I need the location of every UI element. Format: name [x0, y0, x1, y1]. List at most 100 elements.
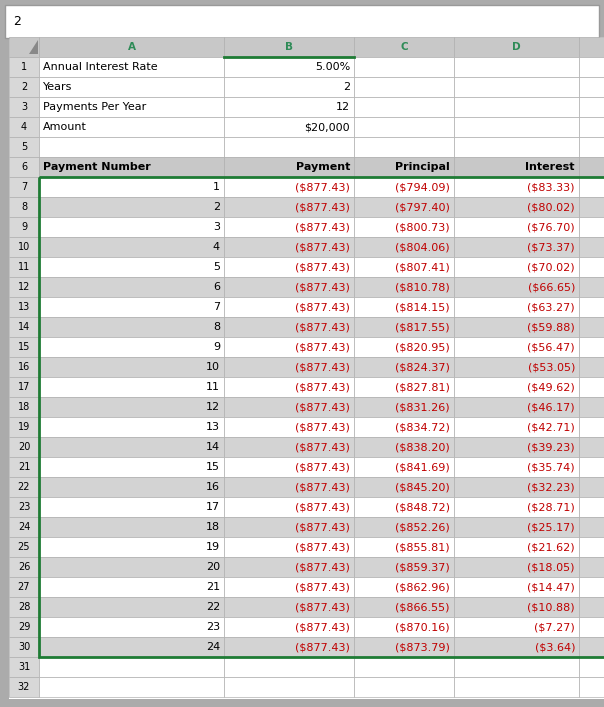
Text: 14: 14: [18, 322, 30, 332]
Text: ($56.47): ($56.47): [527, 342, 575, 352]
Bar: [454, 497, 579, 517]
Bar: [454, 637, 579, 657]
Bar: [39, 77, 224, 97]
Bar: [579, 437, 604, 457]
Text: ($877.43): ($877.43): [295, 222, 350, 232]
Text: ($877.43): ($877.43): [295, 562, 350, 572]
Bar: [354, 397, 454, 417]
Bar: [224, 97, 354, 117]
Bar: [39, 477, 224, 497]
Bar: [354, 597, 454, 617]
Text: ($877.43): ($877.43): [295, 382, 350, 392]
Text: 7: 7: [21, 182, 27, 192]
Bar: [224, 57, 354, 77]
Bar: [354, 57, 454, 77]
Bar: [354, 217, 454, 237]
Bar: [354, 497, 454, 517]
Bar: [354, 97, 454, 117]
Bar: [9, 137, 39, 157]
Text: 23: 23: [18, 502, 30, 512]
Text: ($831.26): ($831.26): [396, 402, 450, 412]
Text: ($10.88): ($10.88): [527, 602, 575, 612]
Bar: [9, 577, 39, 597]
Bar: [579, 337, 604, 357]
Bar: [9, 537, 39, 557]
Text: 8: 8: [213, 322, 220, 332]
Bar: [579, 517, 604, 537]
Bar: [354, 197, 454, 217]
Text: 18: 18: [18, 402, 30, 412]
Bar: [224, 217, 354, 237]
Bar: [9, 337, 39, 357]
Text: ($877.43): ($877.43): [295, 202, 350, 212]
Text: 12: 12: [206, 402, 220, 412]
Text: ($877.43): ($877.43): [295, 622, 350, 632]
Bar: [39, 637, 224, 657]
Text: 17: 17: [18, 382, 30, 392]
Bar: [579, 157, 604, 177]
Bar: [224, 257, 354, 277]
Text: ($877.43): ($877.43): [295, 522, 350, 532]
Text: 16: 16: [206, 482, 220, 492]
Text: 13: 13: [206, 422, 220, 432]
Text: 1: 1: [21, 62, 27, 72]
Bar: [354, 617, 454, 637]
Bar: [39, 217, 224, 237]
Text: ($845.20): ($845.20): [395, 482, 450, 492]
Bar: [454, 437, 579, 457]
Bar: [9, 277, 39, 297]
Text: 16: 16: [18, 362, 30, 372]
Text: Years: Years: [43, 82, 72, 92]
Bar: [454, 517, 579, 537]
Bar: [39, 277, 224, 297]
Bar: [9, 417, 39, 437]
Text: 6: 6: [213, 282, 220, 292]
Bar: [9, 457, 39, 477]
Bar: [579, 357, 604, 377]
Bar: [224, 277, 354, 297]
Bar: [39, 157, 224, 177]
Bar: [39, 177, 604, 657]
Text: ($873.79): ($873.79): [395, 642, 450, 652]
Bar: [454, 537, 579, 557]
Bar: [579, 117, 604, 137]
Text: 32: 32: [18, 682, 30, 692]
Bar: [454, 557, 579, 577]
Bar: [39, 577, 224, 597]
Bar: [9, 397, 39, 417]
Bar: [579, 377, 604, 397]
Text: ($877.43): ($877.43): [295, 342, 350, 352]
Bar: [354, 457, 454, 477]
Text: ($870.16): ($870.16): [396, 622, 450, 632]
Text: 11: 11: [206, 382, 220, 392]
Bar: [454, 457, 579, 477]
Bar: [224, 297, 354, 317]
Text: ($83.33): ($83.33): [527, 182, 575, 192]
Text: 7: 7: [213, 302, 220, 312]
Bar: [224, 437, 354, 457]
Text: Interest: Interest: [525, 162, 575, 172]
Text: 25: 25: [18, 542, 30, 552]
Text: 24: 24: [18, 522, 30, 532]
Bar: [224, 37, 354, 57]
Text: 29: 29: [18, 622, 30, 632]
Bar: [454, 377, 579, 397]
Text: ($53.05): ($53.05): [528, 362, 575, 372]
Bar: [454, 257, 579, 277]
Bar: [579, 277, 604, 297]
Text: 20: 20: [18, 442, 30, 452]
Bar: [9, 157, 39, 177]
Text: 23: 23: [206, 622, 220, 632]
Bar: [579, 657, 604, 677]
Bar: [454, 137, 579, 157]
Bar: [454, 577, 579, 597]
Text: ($877.43): ($877.43): [295, 322, 350, 332]
Text: ($28.71): ($28.71): [527, 502, 575, 512]
Text: 21: 21: [206, 582, 220, 592]
Text: 2: 2: [21, 82, 27, 92]
Text: ($73.37): ($73.37): [527, 242, 575, 252]
Bar: [9, 617, 39, 637]
Text: ($794.09): ($794.09): [395, 182, 450, 192]
Bar: [224, 397, 354, 417]
Bar: [224, 637, 354, 657]
